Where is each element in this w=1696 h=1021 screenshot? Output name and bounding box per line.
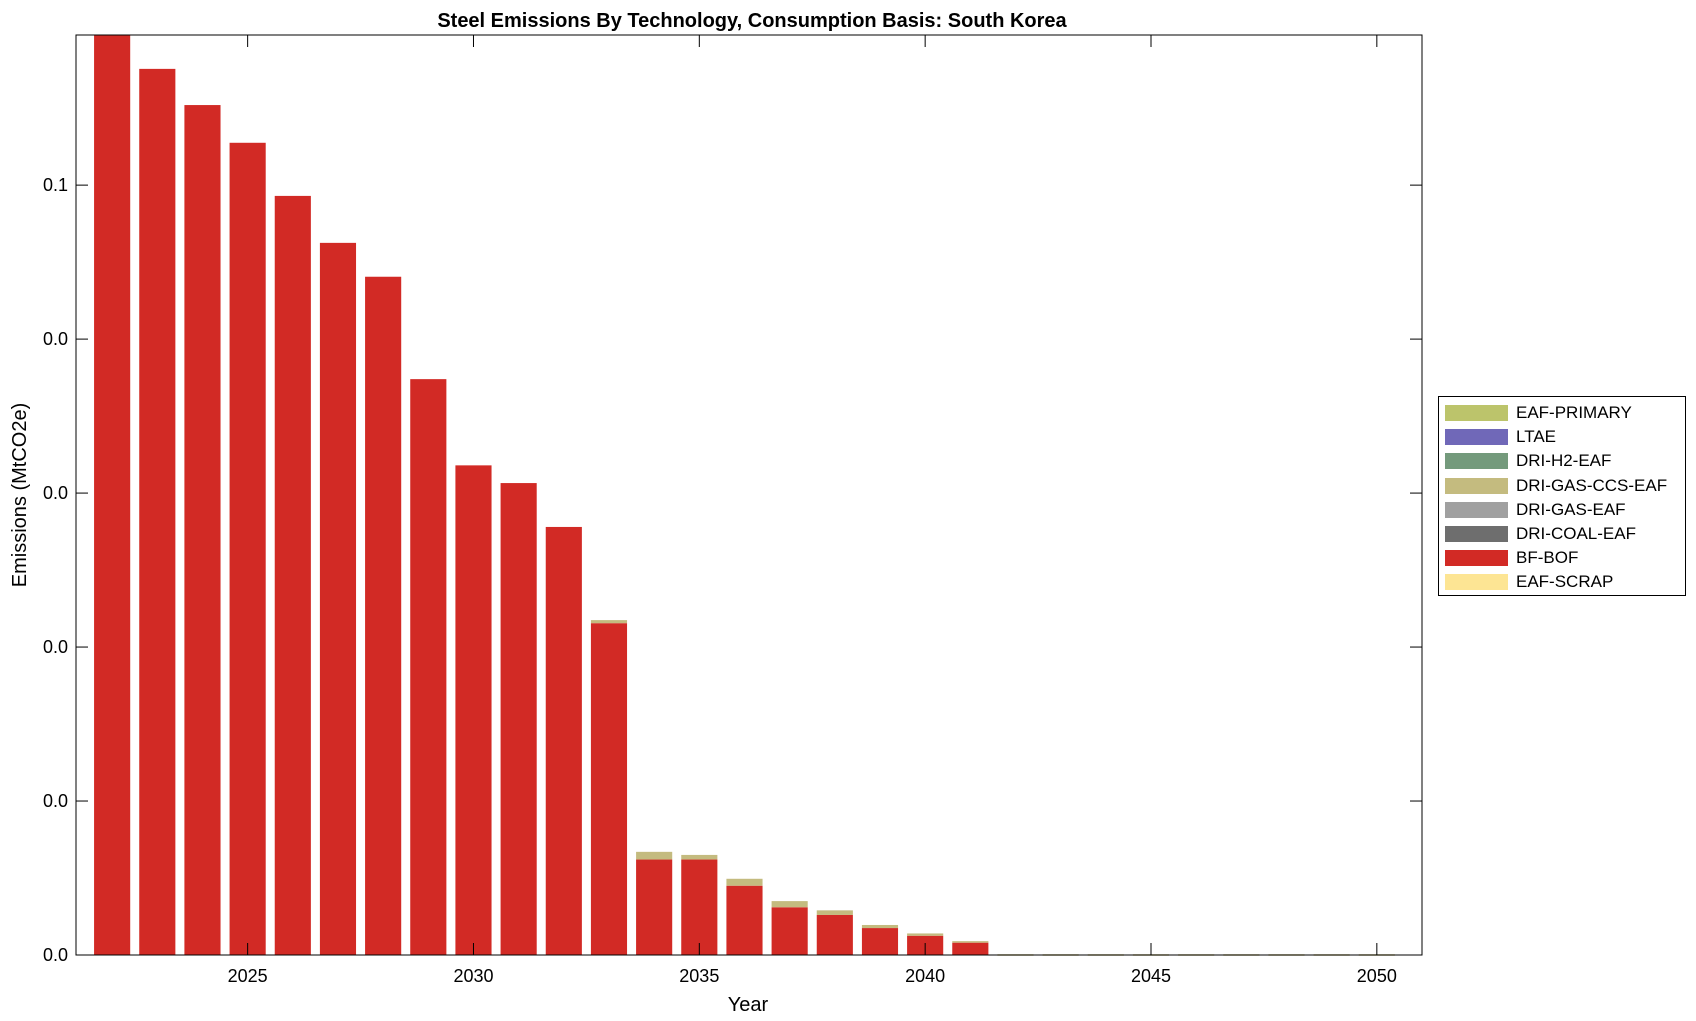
legend-swatch	[1445, 574, 1508, 591]
x-tick-label: 2040	[905, 966, 945, 986]
bar-bf-bof-2035	[681, 859, 718, 955]
legend-item-dri-gas-eaf: DRI-GAS-EAF	[1445, 500, 1626, 520]
y-tick-label: 0.0	[43, 637, 68, 657]
y-tick-label: 0.0	[43, 483, 68, 503]
bar-bf-bof-2032	[545, 526, 582, 955]
legend-item-eaf-primary: EAF-PRIMARY	[1445, 403, 1632, 423]
legend-label: BF-BOF	[1516, 548, 1579, 568]
y-tick-label: 0.1	[43, 175, 68, 195]
bar-dri-gas-ccs-eaf-2039	[861, 924, 899, 929]
bar-dri-gas-ccs-eaf-2036	[726, 878, 763, 886]
legend-label: DRI-GAS-EAF	[1516, 499, 1626, 519]
y-tick-label: 0.0	[43, 329, 68, 349]
legend-label: LTAE	[1516, 427, 1556, 447]
legend-swatch	[1445, 429, 1508, 446]
legend-swatch	[1445, 526, 1508, 542]
legend-swatch	[1445, 501, 1508, 518]
x-axis-label: Year	[728, 994, 769, 1016]
bar-dri-gas-ccs-eaf-2041	[952, 941, 989, 943]
legend-item-dri-gas-ccs-eaf: DRI-GAS-CCS-EAF	[1445, 476, 1667, 496]
bar-bf-bof-2027	[319, 242, 357, 956]
legend-item-dri-coal-eaf: DRI-COAL-EAF	[1445, 524, 1636, 544]
legend-label: EAF-SCRAP	[1516, 572, 1614, 592]
legend-item-eaf-scrap: EAF-SCRAP	[1445, 572, 1613, 592]
bar-dri-gas-ccs-eaf-2035	[681, 854, 718, 860]
bar-dri-gas-ccs-eaf-2040	[907, 933, 944, 936]
bar-bf-bof-2029	[410, 379, 447, 955]
legend-label: DRI-COAL-EAF	[1516, 524, 1636, 543]
plot-frame	[75, 34, 1423, 956]
bar-bf-bof-2031	[500, 483, 537, 955]
y-tick-label: 0.0	[43, 791, 68, 811]
y-tick-label: 0.0	[43, 945, 68, 965]
legend-label: DRI-GAS-CCS-EAF	[1516, 475, 1668, 495]
bars-layer	[94, 35, 1395, 956]
bar-bf-bof-2023	[139, 68, 176, 956]
chart-title: Steel Emissions By Technology, Consumpti…	[437, 10, 1067, 32]
x-tick-label: 2035	[679, 966, 719, 986]
bar-dri-gas-ccs-eaf-2038	[816, 910, 853, 915]
bar-bf-bof-2033	[590, 623, 628, 955]
legend-item-bf-bof: BF-BOF	[1445, 548, 1578, 568]
legend-swatch	[1445, 550, 1508, 567]
legend-item-dri-h2-eaf: DRI-H2-EAF	[1445, 451, 1611, 471]
legend-label: DRI-H2-EAF	[1516, 451, 1612, 471]
y-axis-label: Emissions (MtCO2e)	[9, 403, 31, 587]
bar-bf-bof-2022	[94, 35, 131, 955]
legend-label: EAF-PRIMARY	[1516, 403, 1632, 422]
ticks-layer: 2025 2030 2035 2040 2045 2050 0.0 0.0 0.0 0.0 0.0 0…	[43, 35, 1422, 986]
legend-swatch	[1445, 405, 1508, 421]
bar-bf-bof-2034	[636, 859, 673, 955]
bar-bf-bof-2025	[229, 142, 266, 956]
bar-bf-bof-2036	[726, 885, 763, 955]
bar-bf-bof-2038	[816, 914, 853, 955]
bar-bf-bof-2024	[184, 105, 221, 955]
bar-bf-bof-2037	[771, 907, 808, 955]
bar-dri-gas-ccs-eaf-2037	[771, 901, 808, 908]
bar-bf-bof-2039	[861, 928, 899, 955]
bar-bf-bof-2041	[952, 942, 989, 955]
legend: EAF-PRIMARY LTAE DRI-H2-EAF DRI-GAS-CCS-EAF…	[1438, 396, 1686, 596]
legend-item-ltae: LTAE	[1445, 427, 1556, 447]
legend-swatch	[1445, 477, 1508, 494]
bar-bf-bof-2028	[365, 276, 402, 955]
x-tick-label: 2045	[1131, 966, 1171, 986]
x-tick-label: 2050	[1357, 966, 1397, 986]
legend-swatch	[1445, 453, 1508, 470]
bar-bf-bof-2026	[274, 195, 311, 956]
bar-dri-gas-ccs-eaf-2034	[636, 851, 673, 860]
bar-dri-gas-ccs-eaf-2033	[590, 620, 628, 624]
bar-bf-bof-2030	[455, 465, 492, 955]
x-tick-label: 2025	[228, 966, 268, 986]
x-tick-label: 2030	[453, 966, 493, 986]
